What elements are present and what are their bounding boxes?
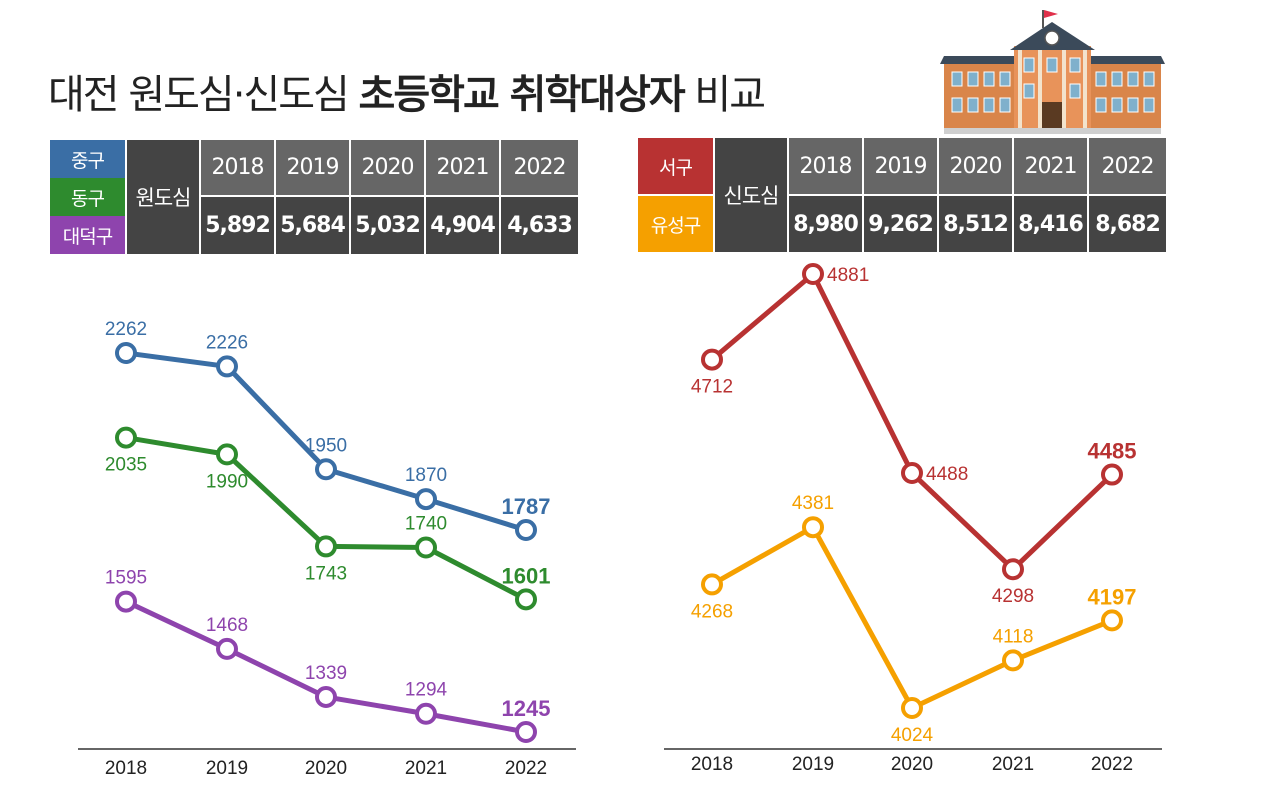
page-title: 대전 원도심·신도심 초등학교 취학대상자 비교 [48,62,766,120]
data-label: 2035 [105,455,147,476]
group-label: 원도심 [127,140,199,254]
data-point [701,348,723,371]
title-bold: 초등학교 취학대상자 [358,72,686,118]
region-label: 유성구 [638,196,713,252]
data-point [216,443,238,466]
data-point [901,697,923,719]
data-label: 2262 [105,319,147,340]
data-label: 4268 [691,601,733,622]
data-point [1002,558,1024,581]
data-point [415,536,437,559]
data-label: 4118 [993,626,1034,647]
total-value: 4,904 [426,197,499,254]
data-point [315,535,337,558]
data-label: 1990 [206,471,248,492]
x-tick-label: 2022 [505,758,547,779]
data-point [515,721,537,743]
data-point [115,426,137,449]
data-point [1101,463,1123,486]
region-label: 서구 [638,138,713,194]
data-label: 1601 [502,563,551,588]
total-value: 8,416 [1014,196,1087,252]
total-value: 8,980 [789,196,862,252]
data-label: 1740 [405,514,447,535]
total-value: 5,032 [351,197,424,254]
region-label: 중구 [50,140,125,178]
data-point [115,342,137,364]
total-value: 5,684 [276,197,349,254]
data-point [415,702,437,725]
right-table: 서구 유성구 신도심 2018 2019 2020 2021 2022 8,98… [638,138,1166,253]
data-label: 4485 [1088,439,1137,464]
data-label: 1595 [105,568,147,589]
group-label: 신도심 [715,138,787,252]
x-tick-label: 2018 [691,754,733,775]
data-label: 1787 [502,494,551,519]
data-point [802,263,824,285]
total-value: 8,512 [939,196,1012,252]
total-value: 8,682 [1089,196,1166,252]
data-point [115,590,137,613]
region-label: 대덕구 [50,216,125,254]
data-point [216,355,238,378]
data-label: 4381 [792,493,834,514]
data-point [701,573,723,596]
data-point [515,519,537,542]
data-point [1002,649,1024,672]
x-tick-label: 2021 [992,754,1034,775]
data-point [802,516,824,539]
x-tick-label: 2019 [206,758,248,779]
data-label: 1294 [405,680,448,701]
series-line [709,524,1115,711]
data-point [415,488,437,511]
data-label: 1245 [502,696,551,721]
total-value: 5,892 [201,197,274,254]
year-header: 2022 [1089,138,1166,194]
year-header: 2019 [276,140,349,195]
year-header: 2019 [864,138,937,194]
data-label: 1339 [305,663,347,684]
region-label: 동구 [50,178,125,216]
title-part-1: 대전 원도심·신도심 [48,72,359,118]
year-header: 2021 [426,140,499,195]
year-header: 2022 [501,140,578,195]
data-point [515,588,537,611]
data-point [216,637,238,660]
x-tick-label: 2019 [792,754,834,775]
x-tick-label: 2022 [1091,754,1133,775]
data-label: 1870 [405,465,447,486]
x-tick-label: 2020 [305,758,347,779]
series-line [709,271,1115,572]
data-label: 4881 [827,265,869,286]
total-value: 4,633 [501,197,578,254]
x-tick-label: 2018 [105,758,147,779]
year-header: 2020 [351,140,424,195]
data-label: 1468 [206,615,248,636]
title-part-2: 비교 [683,72,766,118]
data-label: 4488 [926,464,968,485]
data-label: 4024 [891,725,934,746]
year-header: 2018 [201,140,274,195]
data-point [901,462,923,485]
data-label: 4712 [691,377,733,398]
left-table: 중구 동구 대덕구 원도심 2018 2019 2020 2021 2022 5… [50,140,578,255]
year-header: 2018 [789,138,862,194]
data-label: 2226 [206,332,248,353]
data-label: 4197 [1088,584,1137,609]
data-label: 1743 [305,563,347,584]
year-header: 2020 [939,138,1012,194]
total-value: 9,262 [864,196,937,252]
data-point [315,458,337,481]
x-tick-label: 2020 [891,754,933,775]
year-header: 2021 [1014,138,1087,194]
data-label: 1950 [305,435,347,456]
data-label: 4298 [992,586,1034,607]
data-point [1101,609,1123,632]
data-point [315,685,337,708]
school-building-icon [940,10,1165,134]
x-tick-label: 2021 [405,758,447,779]
